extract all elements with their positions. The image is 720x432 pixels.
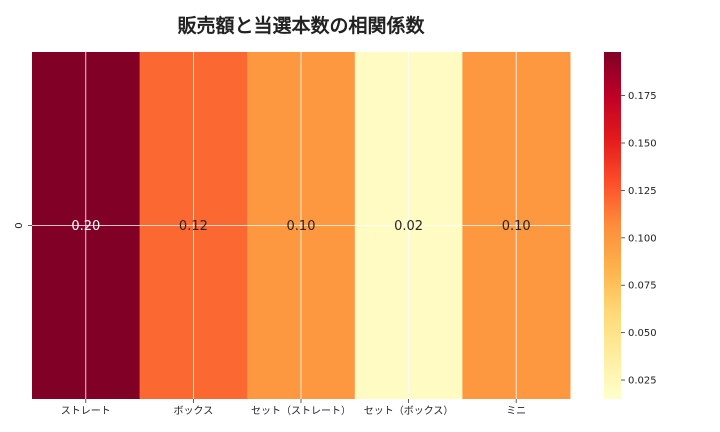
- colorbar-tick-label: 0.025: [628, 376, 657, 387]
- cell-labels: 0.20 0.12 0.10 0.02 0.10: [71, 219, 530, 234]
- colorbar-ticks: 0.025 0.050 0.075 0.100 0.125 0.150 0.175: [621, 91, 657, 387]
- colorbar-tick-label: 0.050: [628, 328, 657, 339]
- x-tick-labels: ストレート ボックス セット（ストレート） セット（ボックス） ミニ: [61, 399, 526, 417]
- x-tick-label: ボックス: [174, 405, 214, 417]
- x-tick-label: セット（ストレート）: [251, 405, 351, 417]
- cell-value-label: 0.12: [179, 219, 208, 234]
- cell-value-label: 0.10: [502, 219, 531, 234]
- colorbar-tick-label: 0.150: [628, 139, 657, 150]
- cell-value-label: 0.10: [287, 219, 316, 234]
- colorbar-tick-label: 0.125: [628, 186, 657, 197]
- colorbar-tick-label: 0.175: [628, 91, 657, 102]
- colorbar-tick-label: 0.075: [628, 281, 657, 292]
- gridlines: [32, 52, 570, 399]
- colorbar-tick-label: 0.100: [628, 233, 657, 244]
- x-tick-label: セット（ボックス）: [364, 405, 454, 417]
- y-tick-label: 0: [14, 222, 25, 228]
- cell-value-label: 0.20: [71, 219, 100, 234]
- x-tick-label: ミニ: [506, 406, 526, 417]
- chart-title: 販売額と当選本数の相関係数: [177, 14, 425, 37]
- colorbar: [604, 52, 621, 399]
- y-tick-labels: 0: [14, 222, 32, 229]
- x-tick-label: ストレート: [61, 406, 111, 417]
- cell-value-label: 0.02: [394, 219, 423, 234]
